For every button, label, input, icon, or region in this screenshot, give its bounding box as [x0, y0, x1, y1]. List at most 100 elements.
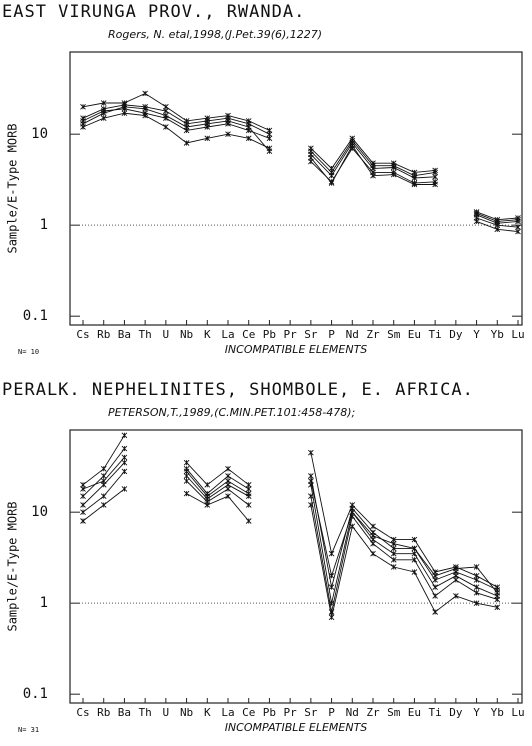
x-tick-label: Cs — [76, 328, 89, 341]
data-point — [225, 115, 231, 121]
x-tick-label: K — [204, 328, 211, 341]
y-tick-label: 0.1 — [23, 308, 48, 324]
data-point — [494, 596, 501, 603]
data-point — [204, 502, 211, 508]
data-point — [80, 502, 86, 508]
x-tick-label: P — [328, 706, 335, 719]
data-point — [225, 493, 231, 499]
data-point — [183, 478, 190, 484]
x-tick-label: Lu — [511, 328, 524, 341]
data-point — [80, 509, 86, 515]
data-point — [225, 478, 231, 484]
data-point — [411, 545, 418, 552]
data-point — [100, 115, 107, 121]
x-tick-label: Rb — [97, 328, 110, 341]
data-point — [328, 550, 335, 557]
chart-title: PERALK. NEPHELINITES, SHOMBOLE, E. AFRIC… — [2, 380, 474, 400]
data-point — [183, 140, 190, 146]
data-point — [411, 569, 418, 575]
data-point — [121, 454, 128, 461]
data-point — [473, 600, 480, 606]
data-point — [121, 468, 128, 475]
data-point — [432, 584, 438, 590]
x-tick-label: Rb — [97, 706, 110, 719]
data-point — [100, 110, 107, 117]
plot-frame — [69, 429, 523, 704]
data-point — [308, 154, 314, 161]
x-tick-label: Yb — [491, 328, 504, 341]
data-point — [225, 473, 231, 479]
data-point — [308, 493, 314, 499]
x-tick-label: Sm — [387, 328, 401, 341]
data-point — [245, 486, 252, 492]
data-point — [390, 550, 397, 557]
data-point — [204, 493, 211, 499]
data-point — [432, 609, 438, 615]
x-axis-label: INCOMPATIBLE ELEMENTS — [225, 721, 368, 734]
data-point — [142, 112, 148, 119]
data-point — [308, 449, 314, 456]
y-tick-label: 10 — [31, 504, 48, 520]
data-point — [432, 181, 438, 188]
x-tick-label: Th — [139, 706, 152, 719]
x-tick-label: Pb — [263, 706, 276, 719]
data-point — [432, 169, 438, 176]
x-tick-label: Ti — [429, 706, 442, 719]
x-tick-label: Nb — [180, 328, 193, 341]
data-point — [183, 490, 190, 497]
data-point — [121, 432, 128, 439]
data-point — [245, 502, 252, 508]
data-point — [121, 486, 128, 492]
data-point — [308, 478, 314, 484]
x-tick-label: Ba — [118, 328, 131, 341]
data-point — [245, 518, 252, 524]
series-line — [82, 92, 519, 221]
data-point — [80, 115, 86, 121]
x-tick-label: K — [204, 706, 211, 719]
x-tick-label: Lu — [511, 706, 524, 719]
x-tick-label: Ba — [118, 706, 131, 719]
series-line — [82, 106, 519, 233]
data-point — [473, 564, 480, 570]
data-point — [266, 148, 273, 155]
data-point — [390, 162, 397, 169]
data-point — [453, 593, 459, 599]
x-tick-label: U — [163, 328, 170, 341]
data-point — [370, 550, 376, 557]
y-tick-label: 0.1 — [23, 686, 48, 702]
x-tick-label: U — [163, 706, 170, 719]
data-point — [515, 224, 521, 231]
x-tick-label: Pr — [284, 328, 298, 341]
data-point — [328, 169, 335, 176]
data-point — [453, 565, 459, 572]
data-point — [328, 572, 335, 579]
data-point — [349, 137, 356, 144]
x-tick-label: Th — [139, 328, 152, 341]
data-point — [100, 473, 107, 479]
x-tick-label: Pr — [284, 706, 298, 719]
data-point — [142, 103, 148, 110]
y-tick-label: 1 — [40, 217, 48, 233]
x-tick-label: Yb — [491, 706, 504, 719]
data-point — [142, 90, 148, 97]
x-tick-label: Ce — [242, 328, 255, 341]
data-point — [100, 100, 107, 106]
data-point — [328, 584, 335, 590]
data-point — [183, 468, 190, 475]
data-point — [100, 465, 107, 472]
chart-subtitle: PETERSON,T.,1989,(C.MIN.PET.101:458-478)… — [108, 406, 355, 419]
data-point — [163, 112, 169, 119]
data-point — [328, 614, 335, 621]
data-point — [390, 545, 397, 552]
data-point — [225, 131, 231, 137]
x-tick-label: Y — [473, 706, 480, 719]
x-tick-label: Zr — [366, 328, 380, 341]
plot-frame — [69, 51, 523, 326]
data-point — [390, 540, 397, 547]
data-point — [370, 172, 376, 179]
x-tick-label: Zr — [366, 706, 380, 719]
series-line — [82, 448, 498, 591]
data-point — [473, 210, 480, 217]
x-tick-label: La — [221, 328, 234, 341]
sample-count: N= 10 — [18, 348, 39, 356]
